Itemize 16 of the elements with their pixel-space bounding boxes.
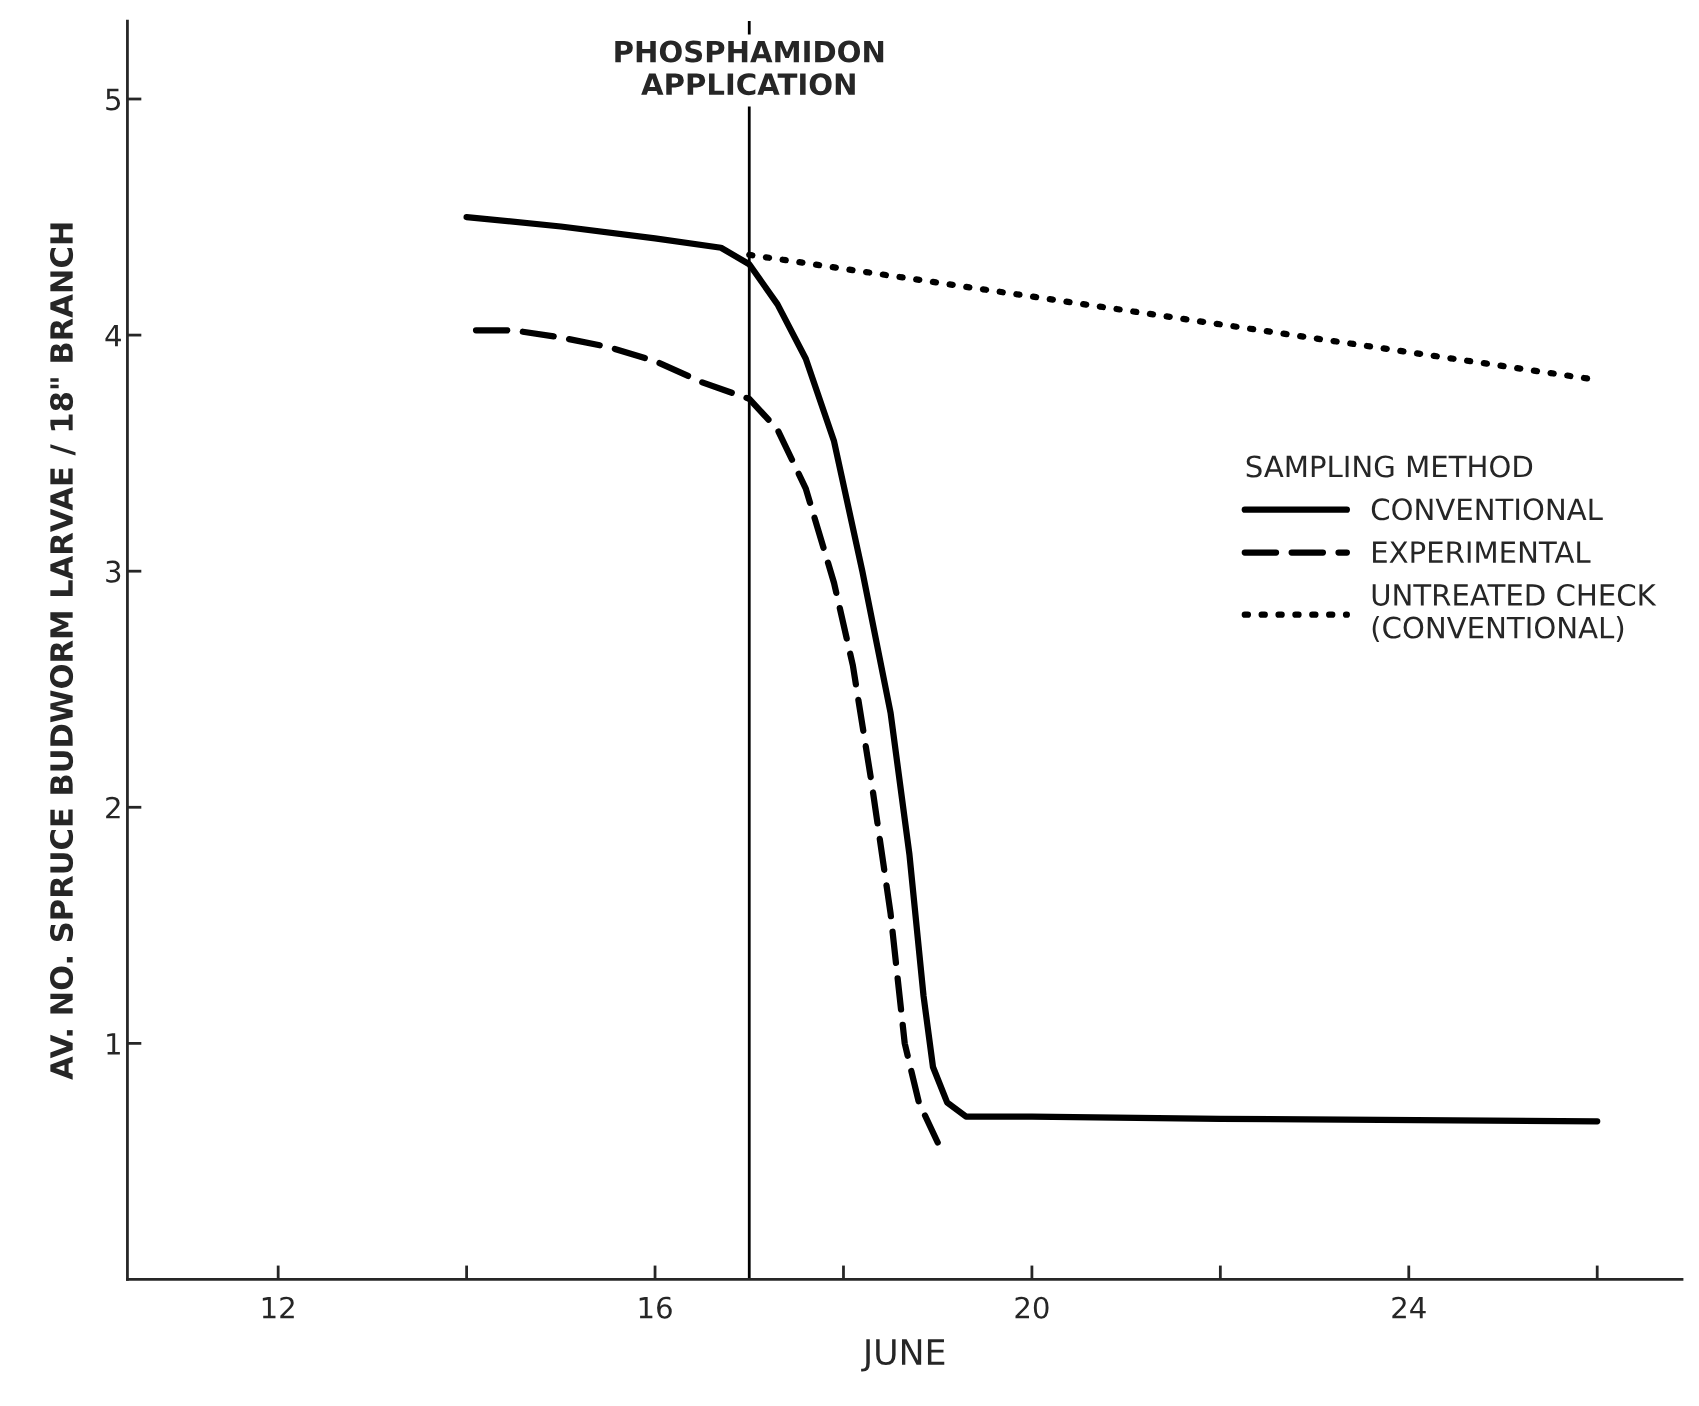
legend-label: CONVENTIONAL — [1371, 498, 1603, 521]
y-tick-label: 5 — [106, 88, 121, 111]
legend-label: UNTREATED CHECK (CONVENTIONAL) — [1372, 583, 1657, 643]
x-axis-title: JUNE — [861, 1339, 945, 1372]
x-tick-label: 12 — [262, 1296, 294, 1319]
x-tick-label: 24 — [1392, 1296, 1426, 1319]
y-axis-title: AV. NO. SPRUCE BUDWORM LARVAE / 18" BRANCH — [49, 223, 76, 1080]
y-tick-label: 2 — [106, 796, 120, 819]
y-tick-label: 1 — [107, 1033, 120, 1055]
x-tick-label: 16 — [639, 1296, 672, 1319]
ref-line-label: PHOSPHAMIDON APPLICATION — [615, 40, 884, 96]
y-tick-label: 4 — [105, 324, 121, 347]
x-tick-label: 20 — [1015, 1296, 1049, 1319]
legend-title: SAMPLING METHOD — [1246, 455, 1533, 478]
legend-label: EXPERIMENTAL — [1373, 541, 1591, 563]
y-tick-label: 3 — [106, 560, 121, 583]
